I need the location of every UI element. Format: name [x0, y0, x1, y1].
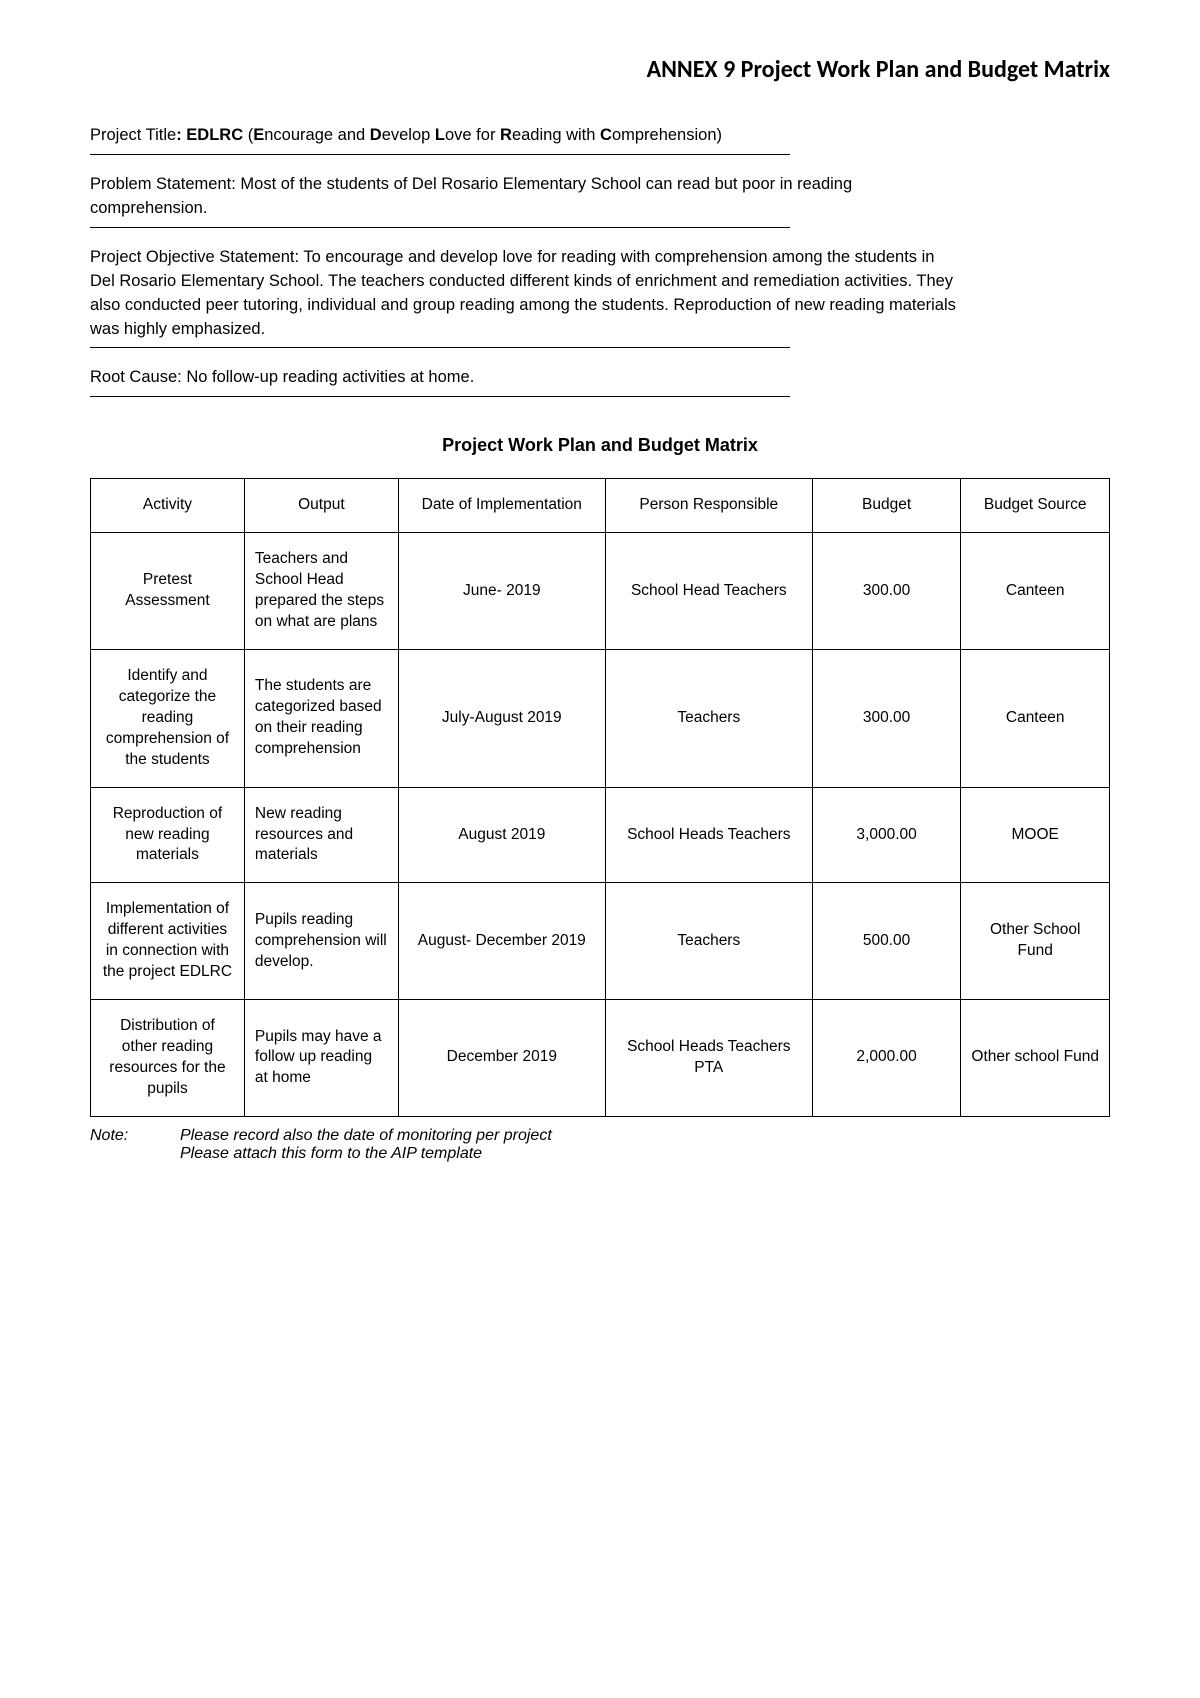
cell-budget: 300.00 — [812, 533, 961, 650]
cell-activity: Implementation of different activities i… — [91, 883, 245, 1000]
table-row: Reproduction of new reading materialsNew… — [91, 787, 1110, 883]
objective-section: Project Objective Statement: To encourag… — [90, 246, 960, 342]
cell-output: Pupils reading comprehension will develo… — [244, 883, 398, 1000]
table-row: Implementation of different activities i… — [91, 883, 1110, 1000]
cell-date: August- December 2019 — [398, 883, 605, 1000]
cell-person: School Head Teachers — [605, 533, 812, 650]
cell-person: Teachers — [605, 649, 812, 787]
cell-activity: Identify and categorize the reading comp… — [91, 649, 245, 787]
cell-budget: 500.00 — [812, 883, 961, 1000]
project-title-section: Project Title: EDLRC (Encourage and Deve… — [90, 124, 960, 148]
table-body: Pretest AssessmentTeachers and School He… — [91, 533, 1110, 1116]
budget-matrix-table: Activity Output Date of Implementation P… — [90, 478, 1110, 1116]
col-budget: Budget — [812, 479, 961, 533]
cell-output: Teachers and School Head prepared the st… — [244, 533, 398, 650]
problem-statement-section: Problem Statement: Most of the students … — [90, 173, 960, 221]
divider — [90, 347, 790, 348]
cell-date: August 2019 — [398, 787, 605, 883]
cell-budget: 3,000.00 — [812, 787, 961, 883]
divider — [90, 396, 790, 397]
root-cause-section: Root Cause: No follow-up reading activit… — [90, 366, 960, 390]
matrix-title: Project Work Plan and Budget Matrix — [90, 435, 1110, 456]
page: ANNEX 9 Project Work Plan and Budget Mat… — [0, 0, 1200, 1698]
annex-header: ANNEX 9 Project Work Plan and Budget Mat… — [90, 55, 1110, 84]
col-source: Budget Source — [961, 479, 1110, 533]
cell-source: Other School Fund — [961, 883, 1110, 1000]
col-output: Output — [244, 479, 398, 533]
divider — [90, 154, 790, 155]
note-label: Note: — [90, 1127, 180, 1163]
col-person: Person Responsible — [605, 479, 812, 533]
note-line-1: Please record also the date of monitorin… — [180, 1127, 552, 1145]
cell-budget: 300.00 — [812, 649, 961, 787]
cell-person: School Heads Teachers PTA — [605, 1000, 812, 1117]
project-title-expansion: (Encourage and Develop Love for Reading … — [248, 126, 722, 144]
cell-source: MOOE — [961, 787, 1110, 883]
cell-activity: Reproduction of new reading materials — [91, 787, 245, 883]
note-section: Note: Please record also the date of mon… — [90, 1127, 1110, 1163]
note-line-2: Please attach this form to the AIP templ… — [180, 1145, 552, 1163]
cell-source: Canteen — [961, 533, 1110, 650]
note-body: Please record also the date of monitorin… — [180, 1127, 552, 1163]
table-row: Identify and categorize the reading comp… — [91, 649, 1110, 787]
project-title-acronym: EDLRC — [186, 126, 243, 144]
cell-source: Canteen — [961, 649, 1110, 787]
cell-activity: Pretest Assessment — [91, 533, 245, 650]
root-cause-text: No follow-up reading activities at home. — [186, 368, 474, 386]
cell-source: Other school Fund — [961, 1000, 1110, 1117]
cell-activity: Distribution of other reading resources … — [91, 1000, 245, 1117]
table-row: Distribution of other reading resources … — [91, 1000, 1110, 1117]
cell-budget: 2,000.00 — [812, 1000, 961, 1117]
cell-date: June- 2019 — [398, 533, 605, 650]
root-cause-label: Root Cause: — [90, 368, 186, 386]
project-title-label: Project Title — [90, 126, 176, 144]
objective-label: Project Objective Statement: — [90, 248, 303, 266]
cell-date: July-August 2019 — [398, 649, 605, 787]
divider — [90, 227, 790, 228]
col-activity: Activity — [91, 479, 245, 533]
table-row: Pretest AssessmentTeachers and School He… — [91, 533, 1110, 650]
col-date: Date of Implementation — [398, 479, 605, 533]
cell-output: New reading resources and materials — [244, 787, 398, 883]
cell-date: December 2019 — [398, 1000, 605, 1117]
problem-statement-label: Problem Statement: — [90, 175, 240, 193]
cell-output: The students are categorized based on th… — [244, 649, 398, 787]
cell-person: School Heads Teachers — [605, 787, 812, 883]
cell-person: Teachers — [605, 883, 812, 1000]
table-header-row: Activity Output Date of Implementation P… — [91, 479, 1110, 533]
cell-output: Pupils may have a follow up reading at h… — [244, 1000, 398, 1117]
